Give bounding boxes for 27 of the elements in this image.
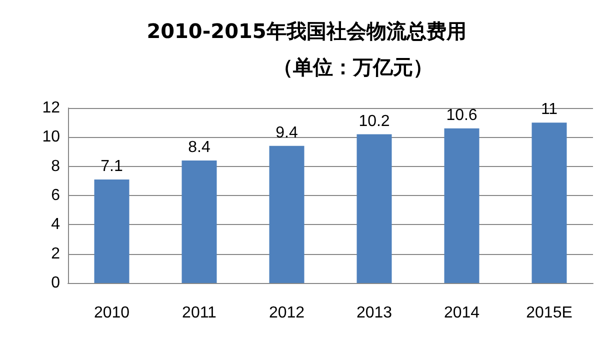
x-tick-label: 2010 (94, 304, 130, 322)
x-tick-label: 2012 (268, 304, 305, 322)
data-label: 10.2 (358, 112, 390, 130)
y-tick-label: 8 (51, 158, 60, 175)
bar (94, 179, 130, 283)
bar (269, 146, 304, 283)
x-tick-label: 2015E (526, 304, 572, 322)
y-tick-label: 6 (51, 187, 60, 204)
y-tick-label: 10 (42, 128, 60, 146)
chart-subtitle: （单位：万亿元） (273, 55, 433, 79)
y-tick-label: 12 (42, 100, 60, 116)
x-tick-label: 2013 (356, 304, 392, 322)
data-label: 10.6 (446, 106, 478, 124)
y-tick-label: 2 (51, 245, 60, 262)
data-label: 9.4 (276, 124, 298, 142)
bar (444, 128, 480, 283)
y-tick-label: 4 (51, 216, 60, 234)
chart-title: 2010-2015年我国社会物流总费用 (146, 19, 466, 43)
x-tick-label: 2011 (182, 304, 217, 322)
bar (356, 134, 392, 283)
bar (532, 122, 567, 283)
data-label: 11 (540, 101, 558, 118)
data-label: 8.4 (188, 139, 210, 156)
y-tick-label: 0 (51, 274, 60, 292)
data-label: 7.1 (100, 158, 123, 175)
x-tick-label: 2014 (444, 304, 480, 322)
bar (182, 160, 217, 283)
